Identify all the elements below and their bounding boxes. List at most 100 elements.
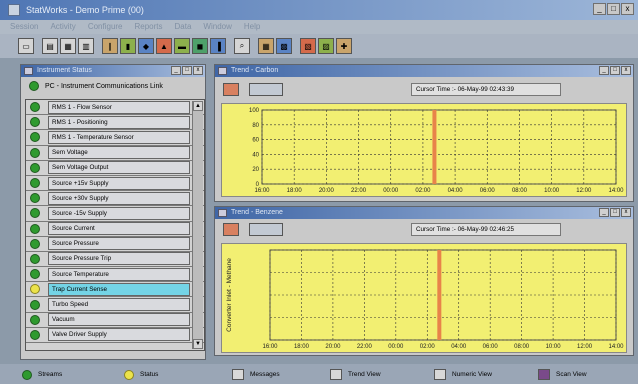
- green-status-icon: [30, 299, 40, 310]
- x-tick-label: 18:00: [287, 188, 303, 194]
- taskbar-streams[interactable]: Streams: [22, 367, 62, 382]
- close-button[interactable]: x: [621, 3, 634, 15]
- menu-session[interactable]: Session: [10, 22, 39, 31]
- help-icon[interactable]: ⌕: [234, 38, 250, 54]
- info-icon[interactable]: ▦: [258, 38, 274, 54]
- minimize-button[interactable]: _: [593, 3, 606, 15]
- trend2-maximize-button[interactable]: □: [610, 208, 620, 217]
- paste-icon[interactable]: ◆: [138, 38, 154, 54]
- trend-carbon-chart[interactable]: 16:00 18:00 20:00 22:00 00:00 02:00 04:00 06:00…: [221, 103, 627, 197]
- maximize-button[interactable]: □: [607, 3, 620, 15]
- instrument-status-titlebar: Instrument Status _ □ x: [21, 65, 205, 77]
- trend-benzene-chart[interactable]: 16:00 18:00 20:00 22:00 00:00 02:00 04:00 06:00…: [221, 243, 627, 353]
- list-item[interactable]: RMS 1 - Flow Sensor: [26, 100, 204, 116]
- list-item[interactable]: Source Pressure: [26, 237, 204, 252]
- list-item[interactable]: Sem Voltage Output: [26, 161, 204, 176]
- x-tick-label: 08:00: [514, 344, 530, 350]
- green-status-icon: [30, 269, 40, 280]
- list-item[interactable]: Turbo Speed: [26, 297, 204, 313]
- list-item[interactable]: Source Current: [26, 222, 204, 237]
- list-item-label: Valve Driver Supply: [48, 328, 190, 342]
- menu-activity[interactable]: Activity: [50, 22, 76, 31]
- list-item[interactable]: Source +30v Supply: [26, 191, 204, 207]
- new-icon[interactable]: ▭: [18, 38, 34, 54]
- instrument-status-list: RMS 1 - Flow Sensor RMS 1 - Positioning …: [25, 99, 205, 351]
- cut-icon[interactable]: ∥: [102, 38, 118, 54]
- save-icon[interactable]: ▦: [60, 38, 76, 54]
- menu-data[interactable]: Data: [174, 22, 192, 31]
- trend1-minimize-button[interactable]: _: [599, 66, 609, 75]
- grid-icon[interactable]: ▩: [276, 38, 292, 54]
- cursor-line: [437, 250, 442, 340]
- list-item[interactable]: Source -15v Supply: [26, 206, 204, 222]
- numeric-icon: [434, 369, 446, 380]
- list-item-label: Sem Voltage: [48, 146, 190, 160]
- scroll-up-icon[interactable]: ▲: [193, 101, 203, 111]
- list-item[interactable]: RMS 1 - Temperature Sensor: [26, 130, 204, 146]
- list-item[interactable]: Vacuum: [26, 313, 204, 328]
- copy-icon[interactable]: ▮: [120, 38, 136, 54]
- trend-benzene-window: Trend - Benzene _ □ x Cursor Time :- 06-…: [214, 206, 634, 356]
- scroll-down-icon[interactable]: ▼: [193, 339, 203, 349]
- taskbar-numeric-view[interactable]: Numeric View: [434, 367, 492, 382]
- list-item-selected[interactable]: Trap Current Sense: [26, 282, 204, 298]
- app-titlebar: StatWorks - Demo Prime (00) _ □ x: [0, 0, 638, 20]
- trend1-maximize-button[interactable]: □: [610, 66, 620, 75]
- stats-icon[interactable]: ◼: [192, 38, 208, 54]
- green-status-icon: [30, 117, 40, 128]
- x-tick-label: 10:00: [544, 188, 560, 194]
- x-tick-label: 18:00: [294, 344, 310, 350]
- x-tick-label: 22:00: [351, 188, 367, 194]
- list-item[interactable]: Sem Voltage: [26, 146, 204, 161]
- taskbar-trend-view[interactable]: Trend View: [330, 367, 381, 382]
- menu-configure[interactable]: Configure: [87, 22, 123, 31]
- panel-maximize-button[interactable]: □: [182, 66, 192, 75]
- list-item-label: Sem Voltage Output: [48, 161, 190, 175]
- menu-window[interactable]: Window: [203, 22, 232, 31]
- trend-settings-icon[interactable]: [223, 83, 239, 96]
- menu-help[interactable]: Help: [243, 22, 261, 31]
- trend-zoom-icon[interactable]: [249, 223, 283, 236]
- trend-window-icon: [218, 67, 227, 75]
- report-icon[interactable]: ▐: [210, 38, 226, 54]
- print-icon[interactable]: ▥: [78, 38, 94, 54]
- trend-zoom-icon[interactable]: [249, 83, 283, 96]
- y-tick-label: 100: [249, 108, 260, 114]
- trend1-close-button[interactable]: x: [621, 66, 631, 75]
- list-scrollbar[interactable]: ▲ ▼: [192, 101, 203, 349]
- trend2-close-button[interactable]: x: [621, 208, 631, 217]
- list-item-label: RMS 1 - Positioning: [48, 115, 190, 129]
- trend-benzene-svg: 16:00 18:00 20:00 22:00 00:00 02:00 04:00 06:00…: [226, 249, 624, 350]
- menu-reports[interactable]: Reports: [134, 22, 163, 31]
- instrument-status-title: Instrument Status: [37, 67, 92, 74]
- list-item[interactable]: Source Pressure Trip: [26, 252, 204, 268]
- x-tick-label: 00:00: [383, 188, 399, 194]
- scan-icon[interactable]: ▧: [300, 38, 316, 54]
- green-status-icon: [30, 132, 40, 143]
- trend-icon[interactable]: ▬: [174, 38, 190, 54]
- y-tick-label: 60: [252, 138, 259, 144]
- trend-settings-icon[interactable]: [223, 223, 239, 236]
- y-tick-label: 20: [252, 167, 259, 173]
- export-icon[interactable]: ▨: [318, 38, 334, 54]
- chart-icon[interactable]: ▲: [156, 38, 172, 54]
- list-item[interactable]: Valve Driver Supply: [26, 328, 204, 343]
- list-item-label: Source Current: [48, 222, 190, 236]
- open-icon[interactable]: ▤: [42, 38, 58, 54]
- x-tick-label: 12:00: [577, 344, 593, 350]
- trend2-minimize-button[interactable]: _: [599, 208, 609, 217]
- list-item[interactable]: Source +15v Supply: [26, 176, 204, 192]
- trend-carbon-window: Trend - Carbon _ □ x Cursor Time :- 06-M…: [214, 64, 634, 202]
- messages-icon: [232, 369, 244, 380]
- green-status-icon: [30, 314, 40, 325]
- y-tick-label: 0: [256, 182, 260, 188]
- settings-icon[interactable]: ✚: [336, 38, 352, 54]
- green-status-icon: [30, 193, 40, 204]
- taskbar-scan-view[interactable]: Scan View: [538, 367, 587, 382]
- taskbar-status[interactable]: Status: [124, 367, 158, 382]
- list-item[interactable]: RMS 1 - Positioning: [26, 115, 204, 131]
- list-item[interactable]: Source Temperature: [26, 267, 204, 283]
- taskbar-messages[interactable]: Messages: [232, 367, 280, 382]
- panel-close-button[interactable]: x: [193, 66, 203, 75]
- panel-minimize-button[interactable]: _: [171, 66, 181, 75]
